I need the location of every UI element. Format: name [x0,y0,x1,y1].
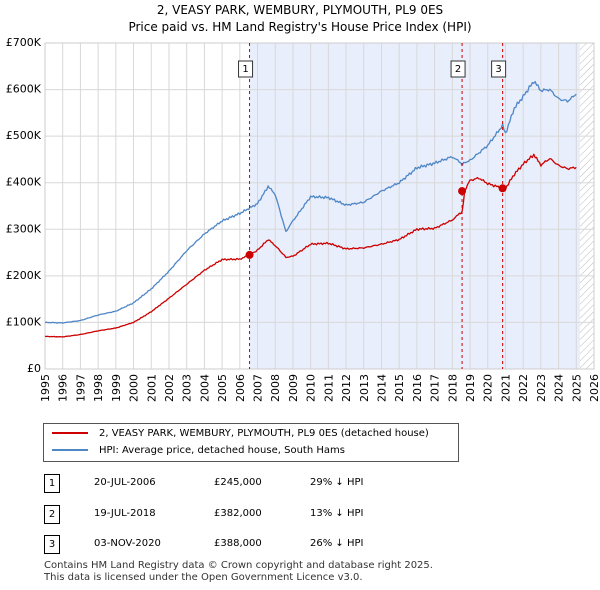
x-tick-label: 2013 [358,374,371,402]
y-tick-label: £600K [6,83,42,96]
footer-line-2: This data is licensed under the Open Gov… [44,572,363,583]
sale-price: £382,000 [214,508,262,519]
legend-item-property: 2, VEASY PARK, WEMBURY, PLYMOUTH, PL9 0E… [52,426,429,442]
x-tick-label: 2020 [482,374,495,402]
legend: 2, VEASY PARK, WEMBURY, PLYMOUTH, PL9 0E… [43,423,459,462]
y-tick-label: £700K [6,36,42,49]
chart-subtitle: Price paid vs. HM Land Registry's House … [128,20,472,34]
sale-marker-box [491,60,507,78]
chart-title-block: 2, VEASY PARK, WEMBURY, PLYMOUTH, PL9 0E… [0,2,600,36]
x-tick-label: 2023 [535,374,548,402]
x-tick-label: 2026 [588,374,600,402]
sale-point [245,250,254,259]
x-tick-label: 2010 [305,374,318,402]
sale-marker-label: 3 [495,64,501,75]
x-tick-label: 1998 [92,374,105,402]
sale-date: 20-JUL-2006 [94,477,156,488]
sale-point [498,184,507,193]
x-tick-label: 2004 [198,374,211,402]
plot-frame [44,42,595,370]
sale-marker-box [238,60,254,78]
y-tick-label: £500K [6,129,42,142]
sale-marker-label: 1 [242,64,248,75]
sale-date: 03-NOV-2020 [94,538,161,549]
property-series-line [44,153,577,338]
sale-number-badge: 3 [44,535,60,554]
x-tick-label: 2019 [464,374,477,402]
x-tick-label: 2017 [429,374,442,402]
y-tick-label: £400K [6,176,42,189]
chart-title: 2, VEASY PARK, WEMBURY, PLYMOUTH, PL9 0E… [156,3,444,17]
x-tick-label: 2005 [216,374,229,402]
x-tick-label: 2015 [393,374,406,402]
x-tick-label: 1999 [110,374,123,402]
x-tick-label: 1995 [39,374,52,402]
x-tick-label: 1997 [74,374,87,402]
forecast-hatch [579,43,594,369]
x-tick-label: 2022 [517,374,530,402]
sale-marker-label: 2 [455,64,461,75]
x-tick-label: 2024 [553,374,566,402]
x-tick-label: 2014 [375,374,388,402]
y-tick-label: £0 [27,362,41,375]
footer-line-1: Contains HM Land Registry data © Crown c… [44,560,433,571]
price-chart: 1995 1996 1997 1998 1999 2000 2001 2002 2003 2004… [6,36,600,402]
sale-price: £245,000 [214,477,262,488]
x-tick-label: 1996 [57,374,70,402]
x-tick-label: 2016 [411,374,424,402]
hpi-series-line [44,80,577,324]
x-tick-label: 2002 [163,374,176,402]
x-tick-label: 2001 [145,374,158,402]
x-tick-label: 2007 [252,374,265,402]
sale-date: 19-JUL-2018 [94,508,156,519]
x-tick-label: 2021 [499,374,512,402]
legend-swatch-property [52,432,88,434]
x-tick-label: 2025 [570,374,583,402]
x-tick-label: 2011 [322,374,335,402]
x-tick-label: 2008 [269,374,282,402]
legend-label-hpi: HPI: Average price, detached house, Sout… [99,445,345,456]
sale-hpi-diff: 29% ↓ HPI [310,477,364,488]
legend-label-property: 2, VEASY PARK, WEMBURY, PLYMOUTH, PL9 0E… [99,428,429,439]
x-tick-label: 2000 [128,374,141,402]
sale-hpi-diff: 26% ↓ HPI [310,538,364,549]
legend-swatch-hpi [52,449,88,451]
x-tick-label: 2018 [446,374,459,402]
x-tick-label: 2009 [287,374,300,402]
sale-number-badge: 1 [44,474,60,493]
y-tick-label: £100K [6,315,42,328]
y-tick-label: £200K [6,269,42,282]
footer-attribution: Contains HM Land Registry data © Crown c… [44,560,433,584]
x-tick-label: 2006 [234,374,247,402]
sale-price: £388,000 [214,538,262,549]
x-tick-label: 2012 [340,374,353,402]
sale-marker-box [450,60,466,78]
legend-item-hpi: HPI: Average price, detached house, Sout… [52,443,345,459]
x-tick-label: 2003 [181,374,194,402]
y-tick-label: £300K [6,222,42,235]
sale-number-badge: 2 [44,505,60,524]
highlight-band [249,43,580,369]
sale-hpi-diff: 13% ↓ HPI [310,508,364,519]
sale-point [458,187,467,196]
